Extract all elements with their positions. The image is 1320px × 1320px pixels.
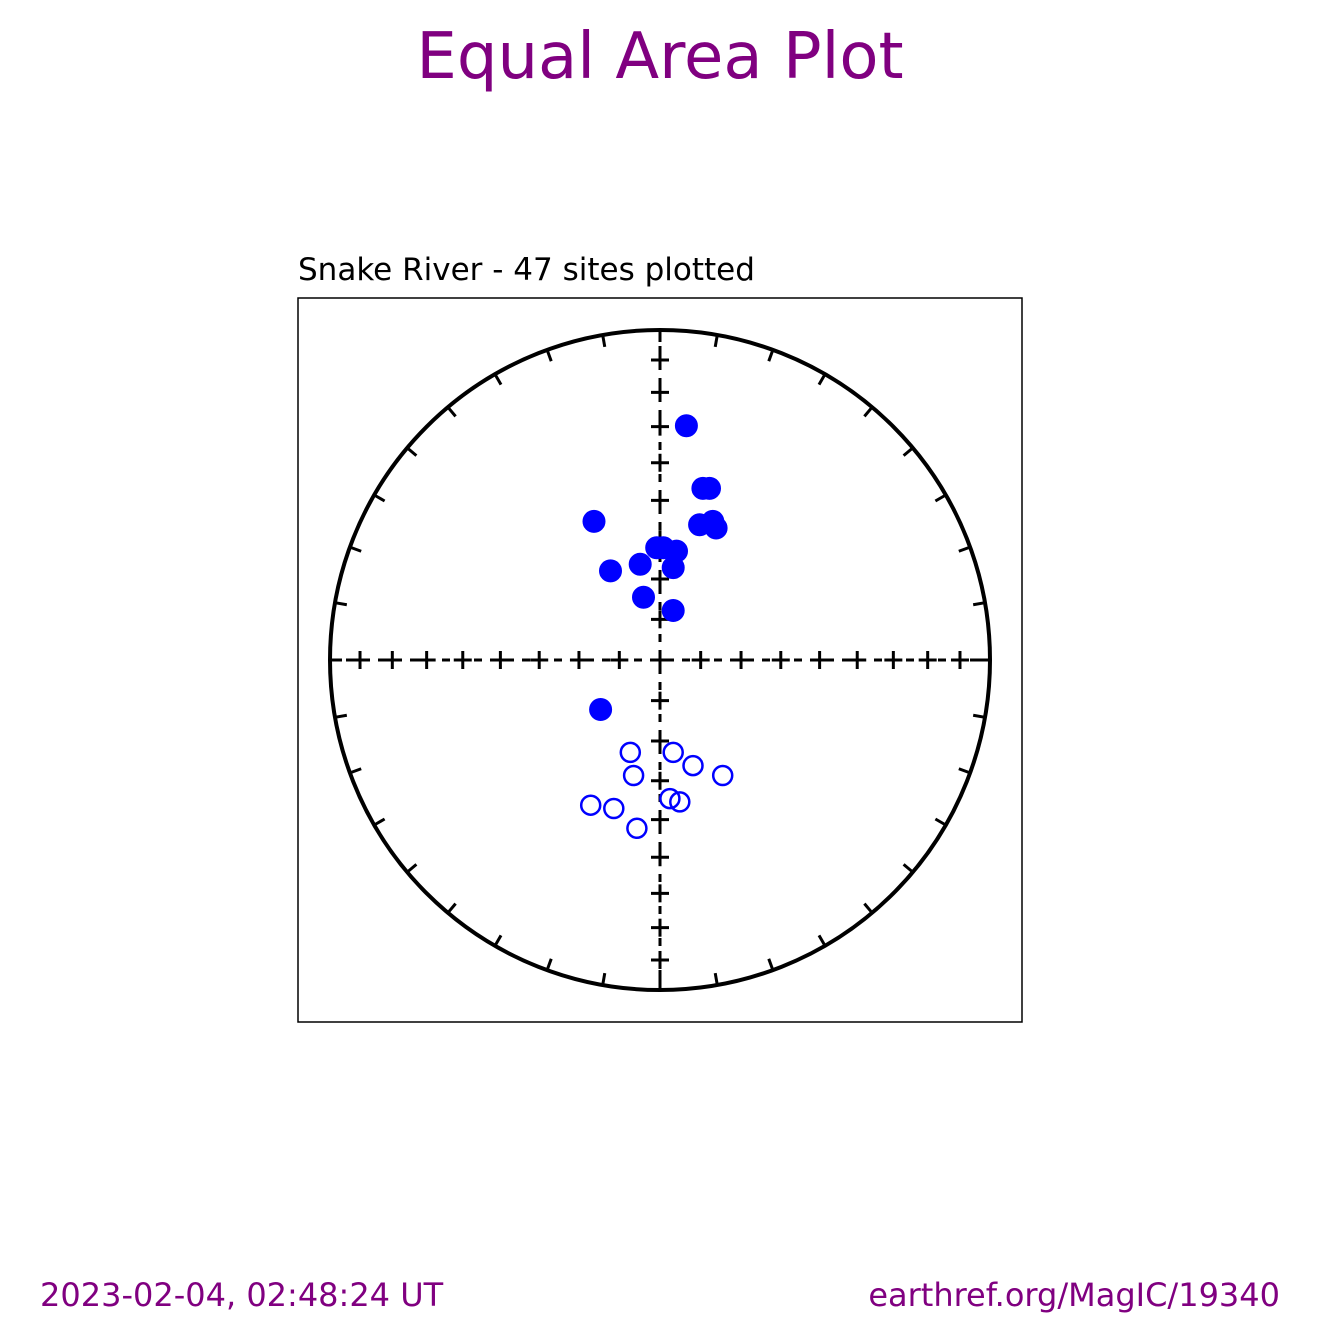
data-point (582, 509, 606, 533)
rim-tick (373, 493, 386, 503)
data-point (669, 791, 691, 813)
data-point (704, 516, 728, 540)
rim-tick (958, 767, 971, 775)
rim-tick (958, 545, 971, 553)
footer-link: earthref.org/MagIC/19340 (868, 1276, 1280, 1314)
rim-tick (406, 863, 418, 874)
data-point (698, 476, 721, 500)
plot-frame (297, 297, 1023, 1023)
data-point (674, 414, 698, 438)
data-point (622, 764, 645, 787)
data-point (589, 698, 613, 721)
rim-tick (493, 934, 503, 947)
rim-tick (934, 817, 947, 827)
rim-tick (446, 406, 457, 418)
data-point (661, 599, 685, 622)
rim-tick (601, 972, 607, 986)
data-point (579, 794, 602, 816)
rim-tick (863, 902, 874, 914)
data-point (603, 797, 625, 820)
data-point (711, 764, 734, 787)
rim-tick (972, 601, 986, 607)
rim-tick (446, 902, 457, 914)
data-point (659, 787, 681, 810)
rim-tick (493, 373, 503, 386)
data-point (632, 585, 655, 609)
rim-tick (334, 601, 348, 607)
data-point (661, 556, 685, 580)
rim-tick (767, 349, 775, 362)
rim-tick (601, 334, 607, 348)
data-point (628, 552, 652, 576)
rim-tick (334, 713, 348, 719)
rim-tick (373, 817, 386, 827)
data-point (619, 741, 642, 764)
footer-date: 2023-02-04, 02:48:24 UT (40, 1276, 444, 1314)
rim-tick (767, 958, 775, 971)
rim-tick (902, 863, 914, 874)
rim-tick (545, 958, 553, 971)
rim-tick (349, 767, 362, 775)
rim-tick (545, 349, 553, 362)
rim-tick (713, 334, 719, 348)
subtitle: Snake River - 47 sites plotted (298, 252, 755, 288)
rim-tick (406, 446, 418, 457)
data-point (626, 817, 648, 840)
rim-tick (934, 493, 947, 503)
chart-title: Equal Area Plot (416, 20, 903, 94)
rim-tick (902, 446, 914, 457)
rim-tick (972, 713, 986, 719)
rim-tick (817, 934, 827, 947)
rim-tick (863, 406, 874, 418)
data-point (662, 741, 684, 764)
rim-tick (817, 373, 827, 386)
data-point (599, 559, 622, 583)
data-point (682, 754, 704, 777)
rim-tick (349, 545, 362, 553)
rim-tick (713, 972, 719, 986)
